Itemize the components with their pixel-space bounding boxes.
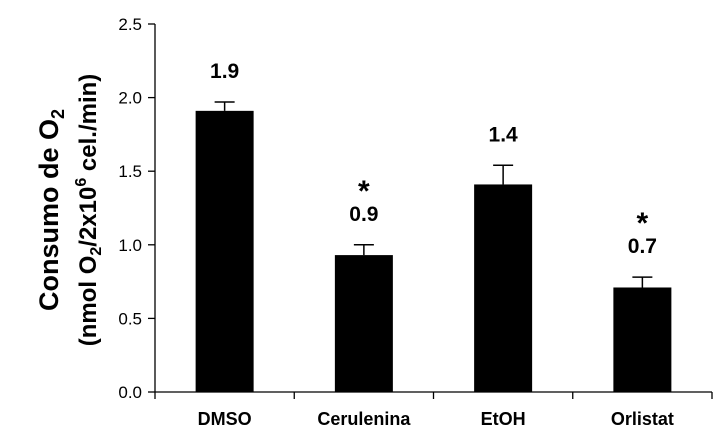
data-label: 1.9 xyxy=(210,60,239,83)
y-axis-title-line1-subscript: 2 xyxy=(48,109,68,119)
y-tick-label: 2.0 xyxy=(118,89,142,108)
y-tick-label: 1.0 xyxy=(118,236,142,255)
y-axis-title-line2: (nmol O2/2x106 cel./min) xyxy=(73,74,105,347)
y-axis-title-line2-part-a: (nmol O xyxy=(75,256,102,347)
bar xyxy=(195,110,254,393)
x-category-label: DMSO xyxy=(198,409,252,429)
x-category-label: Orlistat xyxy=(611,409,674,429)
y-axis-title-line2-superscript: 6 xyxy=(73,178,90,187)
x-category-label: EtOH xyxy=(481,409,526,429)
y-tick-label: 0.5 xyxy=(118,309,142,328)
bar xyxy=(474,184,533,392)
y-axis-title-line2-subscript: 2 xyxy=(88,247,105,256)
y-tick-label: 2.5 xyxy=(118,15,142,34)
data-label: 0.7 xyxy=(628,235,657,258)
bar xyxy=(334,255,393,392)
y-axis-title-line1: Consumo de O2 xyxy=(34,109,68,311)
data-label: 1.4 xyxy=(489,123,519,146)
y-tick-label: 1.5 xyxy=(118,162,142,181)
y-axis-title-line2-part-c: cel./min) xyxy=(75,74,102,178)
significance-marker: * xyxy=(637,207,649,240)
x-category-label: Cerulenina xyxy=(317,409,411,429)
significance-marker: * xyxy=(358,175,370,208)
bar xyxy=(613,287,672,392)
y-axis-title-line1-text: Consumo de O xyxy=(34,119,64,311)
data-label: 0.9 xyxy=(349,203,378,226)
y-axis-title-line2-part-b: /2x10 xyxy=(75,187,102,247)
y-tick-label: 0.0 xyxy=(118,383,142,402)
plot-area: 0.00.51.01.52.02.51.9DMSO0.9*Cerulenina1… xyxy=(118,15,713,429)
